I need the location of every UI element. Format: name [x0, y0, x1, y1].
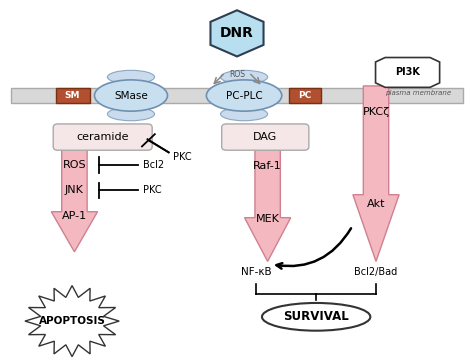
FancyBboxPatch shape [222, 124, 309, 150]
Text: PKCζ: PKCζ [363, 107, 390, 117]
Text: NF-κB: NF-κB [240, 267, 271, 277]
Text: SURVIVAL: SURVIVAL [283, 310, 349, 323]
Text: Bcl2/Bad: Bcl2/Bad [355, 267, 398, 277]
Text: Raf-1: Raf-1 [253, 160, 282, 170]
Text: PI3K: PI3K [395, 67, 420, 77]
Ellipse shape [220, 70, 268, 84]
Polygon shape [51, 146, 98, 252]
Text: plasma membrane: plasma membrane [385, 90, 451, 96]
Text: PKC: PKC [143, 185, 161, 195]
Polygon shape [25, 286, 119, 357]
Ellipse shape [108, 70, 155, 84]
Text: ROS: ROS [229, 71, 245, 79]
Text: PC: PC [298, 91, 311, 100]
Ellipse shape [220, 107, 268, 121]
Text: Akt: Akt [367, 199, 385, 209]
FancyBboxPatch shape [289, 88, 321, 103]
Text: SMase: SMase [114, 91, 148, 101]
Text: DAG: DAG [253, 132, 277, 142]
Ellipse shape [262, 303, 370, 331]
Text: JNK: JNK [65, 185, 84, 195]
Ellipse shape [94, 80, 167, 111]
Polygon shape [353, 86, 399, 261]
Text: APOPTOSIS: APOPTOSIS [39, 316, 106, 326]
Text: SM: SM [65, 91, 80, 100]
Text: ROS: ROS [63, 160, 86, 170]
FancyBboxPatch shape [55, 88, 90, 103]
Ellipse shape [206, 80, 282, 111]
Polygon shape [375, 58, 439, 87]
Text: AP-1: AP-1 [62, 211, 87, 221]
Polygon shape [210, 10, 264, 57]
Text: PC-PLC: PC-PLC [226, 91, 263, 101]
FancyBboxPatch shape [53, 124, 152, 150]
Text: Bcl2: Bcl2 [143, 160, 164, 170]
Text: MEK: MEK [255, 214, 280, 224]
Text: PKC: PKC [173, 152, 192, 161]
Ellipse shape [108, 107, 155, 121]
Polygon shape [245, 146, 291, 261]
Text: DNR: DNR [220, 26, 254, 40]
Text: ceramide: ceramide [76, 132, 129, 142]
FancyBboxPatch shape [11, 88, 463, 103]
